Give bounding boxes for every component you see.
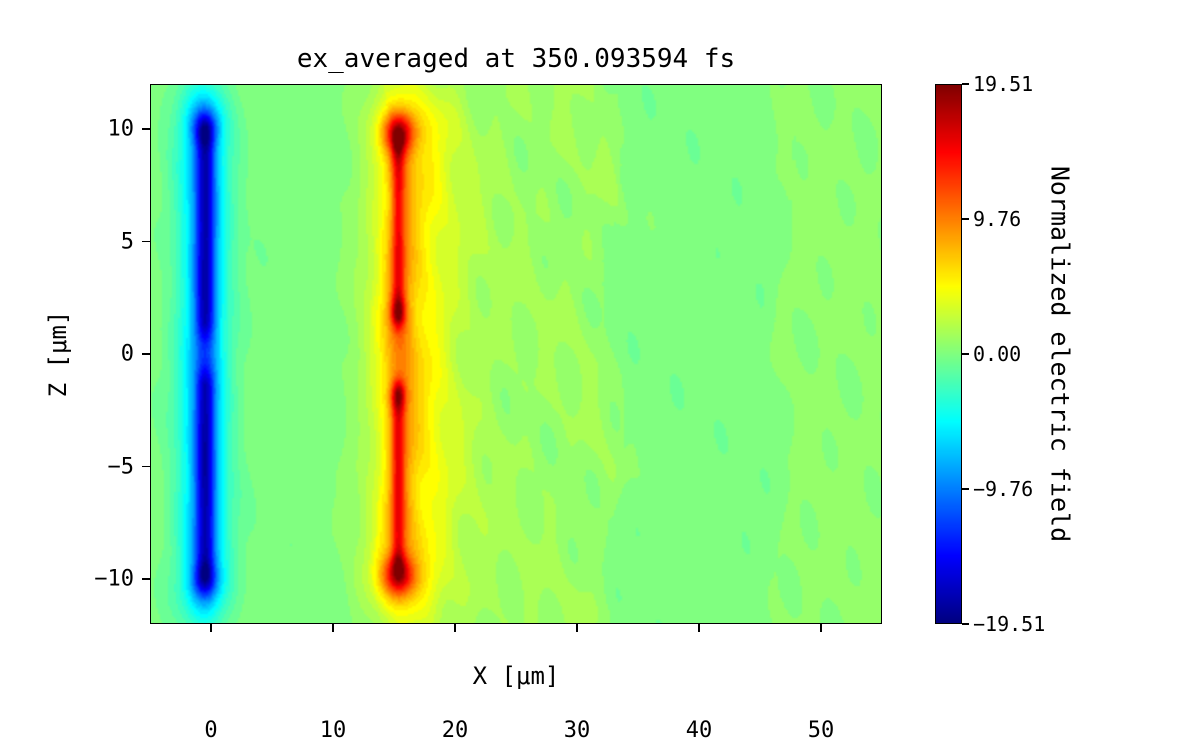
- x-tick-label: 40: [685, 718, 713, 743]
- colorbar-gradient: [935, 84, 962, 624]
- y-tick-mark: [142, 465, 150, 468]
- colorbar-tick-mark: [962, 83, 969, 85]
- x-tick-label: 0: [204, 718, 218, 743]
- y-tick-mark: [142, 240, 150, 243]
- colorbar-tick-mark: [962, 353, 969, 355]
- colorbar-tick-label: 19.51: [973, 72, 1034, 96]
- x-tick-label: 30: [563, 718, 591, 743]
- plot-title: ex_averaged at 350.093594 fs: [296, 44, 736, 74]
- y-tick-label: 0: [120, 341, 134, 367]
- y-tick-label: 10: [107, 116, 135, 142]
- y-axis-label: Z [μm]: [44, 310, 72, 398]
- y-tick-mark: [142, 128, 150, 130]
- colorbar-tick-mark: [962, 218, 969, 220]
- x-tick-mark: [576, 624, 578, 632]
- x-tick-mark: [698, 624, 700, 632]
- plot-area: 0 10 20 30 40 50 10 5 0 −5 −10: [94, 84, 882, 743]
- x-tick-mark: [820, 624, 822, 632]
- colorbar-tick-mark: [962, 623, 969, 625]
- x-tick-mark: [454, 624, 456, 632]
- colorbar-label: Normalized electric field: [1045, 165, 1075, 543]
- colorbar-ticks: 19.51 9.76 0.00 −9.76 −19.51: [935, 72, 1045, 636]
- colorbar-tick-label: 0.00: [973, 342, 1022, 366]
- figure: ex_averaged at 350.093594 fs 0 10 20 30 40 50…: [44, 44, 1075, 743]
- x-tick-label: 10: [319, 718, 347, 743]
- y-tick-label: 5: [120, 229, 134, 254]
- x-tick-mark: [210, 624, 212, 632]
- colorbar: 19.51 9.76 0.00 −9.76 −19.51: [935, 72, 1045, 636]
- y-axis-ticks: 10 5 0 −5 −10: [94, 84, 882, 624]
- x-axis-label: X [μm]: [472, 662, 560, 690]
- heatmap-image: [150, 84, 882, 624]
- y-tick-mark: [142, 353, 150, 355]
- y-tick-label: −5: [107, 454, 135, 479]
- colorbar-tick-mark: [962, 488, 969, 490]
- x-tick-mark: [332, 624, 334, 632]
- y-tick-label: −10: [94, 566, 134, 592]
- y-tick-mark: [142, 578, 150, 580]
- colorbar-tick-label: −9.76: [973, 477, 1034, 502]
- colorbar-tick-label: 9.76: [973, 206, 1022, 231]
- x-tick-label: 20: [441, 718, 469, 743]
- x-tick-label: 50: [807, 718, 835, 743]
- colorbar-tick-label: −19.51: [973, 612, 1046, 636]
